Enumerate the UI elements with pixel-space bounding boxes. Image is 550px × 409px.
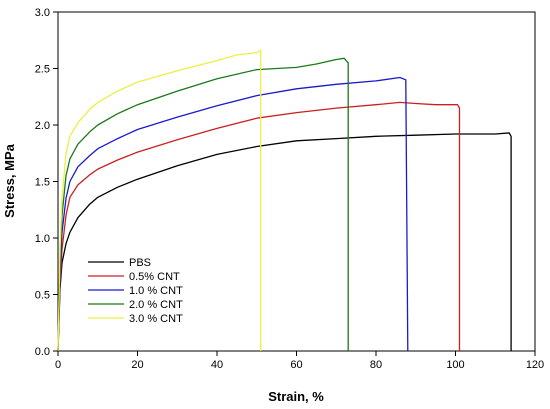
legend-label-0: PBS <box>129 257 151 269</box>
series-layer <box>57 49 512 352</box>
legend-label-2: 1.0 % CNT <box>129 285 183 297</box>
legend-label-4: 3.0 % CNT <box>129 313 183 325</box>
y-axis-title: Stress, MPa <box>2 143 17 217</box>
series-line-0 <box>57 132 512 352</box>
x-tick-label-2: 40 <box>211 359 223 371</box>
y-tick-label-3: 1.5 <box>35 177 50 189</box>
legend-label-3: 2.0 % CNT <box>129 299 183 311</box>
y-tick-label-2: 1.0 <box>35 233 50 245</box>
y-tick-label-4: 2.0 <box>35 120 50 132</box>
series-line-2 <box>57 76 409 352</box>
series-line-3 <box>57 57 349 352</box>
y-tick-label-0: 0.0 <box>35 346 50 358</box>
legend-label-1: 0.5% CNT <box>129 271 180 283</box>
y-tick-label-6: 3.0 <box>35 7 50 19</box>
legend: PBS 0.5% CNT 1.0 % CNT 2.0 % CNT 3.0 % CNT <box>88 257 183 325</box>
y-axis: 0.0 0.5 1.0 1.5 2.0 2.5 3.0 <box>35 7 58 358</box>
x-tick-label-5: 100 <box>446 359 464 371</box>
x-tick-label-3: 60 <box>290 359 302 371</box>
series-line-1 <box>57 101 461 352</box>
series-line-4 <box>57 49 262 352</box>
x-tick-label-1: 20 <box>131 359 143 371</box>
x-axis: 0 20 40 60 80 100 120 <box>55 351 544 371</box>
y-tick-label-5: 2.5 <box>35 64 50 76</box>
y-tick-label-1: 0.5 <box>35 290 50 302</box>
x-tick-label-4: 80 <box>370 359 382 371</box>
x-tick-label-6: 120 <box>526 359 544 371</box>
x-axis-title: Strain, % <box>268 389 324 404</box>
x-tick-label-0: 0 <box>55 359 61 371</box>
